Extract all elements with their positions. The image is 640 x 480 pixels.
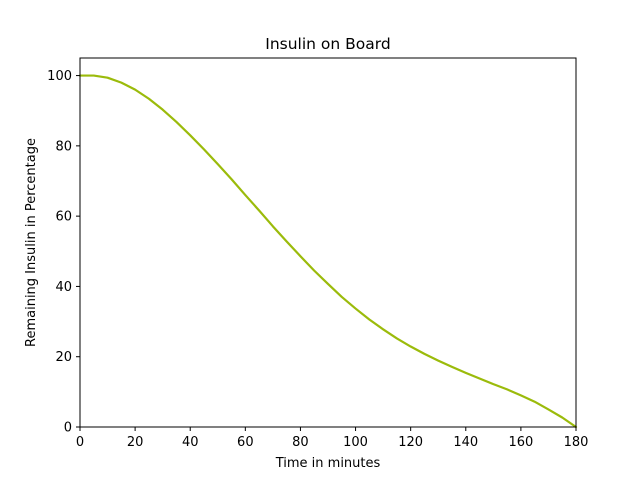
y-tick-label: 80 bbox=[55, 139, 72, 154]
y-tick-label: 40 bbox=[55, 280, 72, 295]
y-tick-label: 100 bbox=[47, 69, 72, 84]
x-tick-label: 20 bbox=[127, 435, 144, 450]
x-tick-label: 160 bbox=[508, 435, 533, 450]
x-tick-label: 40 bbox=[182, 435, 199, 450]
x-tick-label: 100 bbox=[343, 435, 368, 450]
axes-frame bbox=[79, 57, 577, 428]
x-tick-label: 120 bbox=[398, 435, 423, 450]
x-tick-label: 180 bbox=[564, 435, 589, 450]
y-tick-label: 20 bbox=[55, 350, 72, 365]
x-axis-label: Time in minutes bbox=[275, 456, 381, 471]
x-tick-label: 140 bbox=[453, 435, 478, 450]
y-axis-label: Remaining Insulin in Percentage bbox=[24, 138, 39, 347]
y-tick-label: 60 bbox=[55, 210, 72, 225]
x-tick-label: 0 bbox=[76, 435, 84, 450]
y-axis: 0 20 40 60 80 100 bbox=[47, 69, 80, 436]
y-tick-label: 0 bbox=[64, 421, 72, 436]
x-tick-label: 80 bbox=[292, 435, 309, 450]
x-axis: 0 20 40 60 80 100 120 140 160 180 bbox=[76, 427, 589, 450]
x-tick-label: 60 bbox=[237, 435, 254, 450]
chart-title: Insulin on Board bbox=[265, 35, 390, 53]
plot-area bbox=[78, 74, 578, 429]
series-line bbox=[78, 74, 578, 429]
